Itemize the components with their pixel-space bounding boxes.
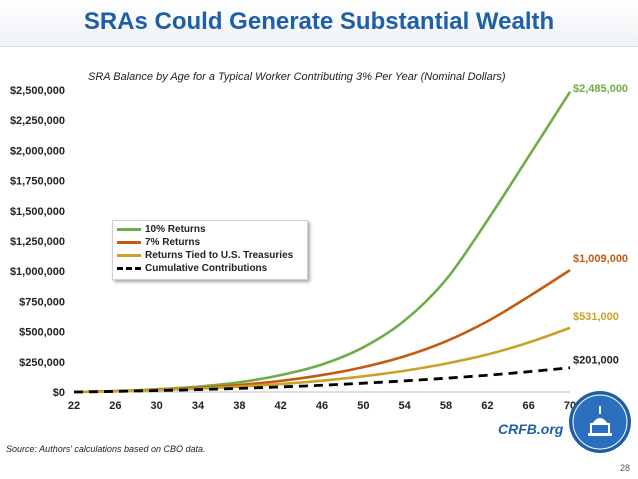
x-tick-label: 38 xyxy=(233,400,245,412)
legend-item: Cumulative Contributions xyxy=(113,262,307,275)
legend-swatch xyxy=(117,254,141,257)
x-tick-label: 42 xyxy=(275,400,287,412)
chart-subtitle: SRA Balance by Age for a Typical Worker … xyxy=(88,71,506,83)
y-tick-label: $500,000 xyxy=(19,327,65,339)
x-tick-label: 26 xyxy=(109,400,121,412)
x-tick-label: 58 xyxy=(440,400,452,412)
legend-swatch xyxy=(117,241,141,244)
y-tick-label: $2,000,000 xyxy=(10,145,65,157)
x-tick-label: 66 xyxy=(523,400,535,412)
legend-label: Cumulative Contributions xyxy=(145,263,268,274)
y-tick-label: $0 xyxy=(53,387,65,399)
x-tick-label: 34 xyxy=(192,400,205,412)
series-end-label: $531,000 xyxy=(573,311,619,323)
series-line-3 xyxy=(73,366,571,394)
legend-swatch xyxy=(117,228,141,231)
source-note: Source: Authors' calculations based on C… xyxy=(6,444,206,454)
legend-item: 7% Returns xyxy=(113,236,307,249)
series-end-label: $1,009,000 xyxy=(573,253,628,265)
page-title: SRAs Could Generate Substantial Wealth xyxy=(83,8,555,35)
x-tick-label: 50 xyxy=(357,400,369,412)
y-tick-label: $1,500,000 xyxy=(10,206,65,218)
y-tick-label: $2,250,000 xyxy=(10,115,65,127)
y-tick-label: $250,000 xyxy=(19,357,65,369)
line-chart: $0 $250,000 $500,000 $750,000 $1,000,000 $1,2… xyxy=(10,83,628,412)
x-tick-label: 62 xyxy=(481,400,493,412)
series-end-label: $201,000 xyxy=(573,355,619,367)
x-tick-label: 22 xyxy=(68,400,80,412)
capitol-seal-icon xyxy=(569,391,631,453)
legend-item: 10% Returns xyxy=(113,223,307,236)
header-bar: SRAs Could Generate Substantial Wealth xyxy=(0,0,638,47)
legend-item: Returns Tied to U.S. Treasuries xyxy=(113,249,307,262)
legend-swatch xyxy=(117,267,141,270)
y-tick-label: $1,250,000 xyxy=(10,236,65,248)
x-tick-label: 30 xyxy=(151,400,163,412)
x-tick-label: 54 xyxy=(399,400,412,412)
y-tick-label: $1,750,000 xyxy=(10,176,65,188)
brand-link[interactable]: CRFB.org xyxy=(498,421,564,437)
page-number: 28 xyxy=(620,463,631,473)
legend-label: Returns Tied to U.S. Treasuries xyxy=(145,250,294,261)
chart-legend: 10% Returns 7% Returns Returns Tied to U.S… xyxy=(112,220,308,280)
legend-label: 10% Returns xyxy=(145,224,206,235)
y-tick-label: $1,000,000 xyxy=(10,266,65,278)
y-tick-label: $750,000 xyxy=(19,296,65,308)
x-tick-label: 46 xyxy=(316,400,328,412)
y-tick-label: $2,500,000 xyxy=(10,85,65,97)
series-end-label: $2,485,000 xyxy=(573,83,628,95)
series-line-2 xyxy=(73,326,571,394)
legend-label: 7% Returns xyxy=(145,237,201,248)
